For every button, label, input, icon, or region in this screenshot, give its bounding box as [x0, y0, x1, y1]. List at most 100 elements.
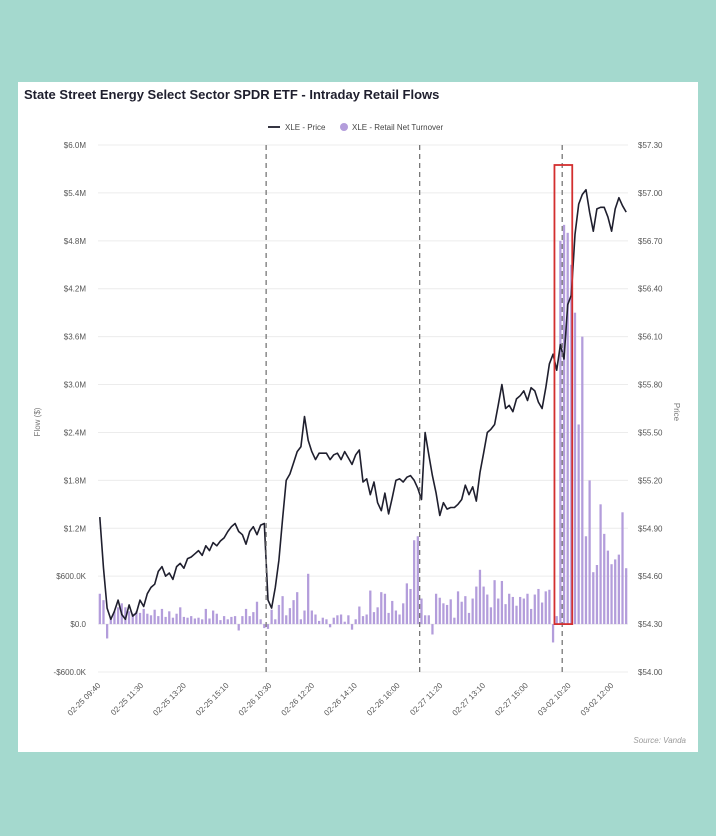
- flow-bar: [325, 619, 328, 625]
- flow-bar: [515, 605, 518, 625]
- flow-bar: [548, 589, 551, 625]
- flow-bar: [409, 588, 412, 625]
- flow-bar: [431, 624, 434, 635]
- flow-bar: [434, 593, 438, 625]
- flow-bar: [175, 613, 178, 625]
- x-tick-label: 03-02 12:00: [579, 681, 616, 718]
- flow-bar: [193, 618, 196, 625]
- x-tick-label: 02-25 13:20: [151, 681, 188, 718]
- flow-bar: [438, 597, 441, 625]
- flow-bar: [299, 619, 302, 625]
- flow-bar: [380, 592, 383, 625]
- left-axis-label: Flow ($): [33, 407, 42, 436]
- x-tick-label: 02-26 10:30: [237, 681, 274, 718]
- flow-bar: [354, 619, 357, 625]
- flow-bar: [186, 617, 189, 625]
- flow-bar: [233, 616, 237, 625]
- flow-bar: [248, 616, 251, 625]
- flow-bar: [405, 583, 408, 625]
- flow-bar: [127, 611, 131, 625]
- flow-bar: [146, 613, 149, 625]
- price-line-layer: [99, 188, 627, 621]
- flow-bar: [157, 616, 160, 625]
- flow-bar: [592, 572, 595, 625]
- flow-bar: [171, 617, 175, 625]
- flow-bar: [544, 591, 547, 625]
- flow-bar: [471, 598, 474, 625]
- flow-bar: [131, 613, 134, 625]
- right-tick-label: $55.80: [638, 381, 663, 390]
- flow-bar: [588, 480, 591, 625]
- flow-bar: [493, 580, 496, 625]
- flow-bar: [555, 616, 558, 625]
- flow-bar: [456, 591, 460, 625]
- flow-bar: [540, 602, 544, 625]
- right-tick-label: $54.60: [638, 572, 663, 581]
- flow-bar: [475, 586, 478, 625]
- flow-bar: [533, 594, 536, 625]
- flow-bar: [310, 610, 313, 625]
- legend-flow-label: XLE - Retail Net Turnover: [352, 123, 443, 132]
- flow-bar: [566, 232, 569, 625]
- flow-bar: [347, 615, 350, 625]
- flow-bar: [511, 596, 514, 625]
- flow-bar: [497, 598, 500, 625]
- flow-bar: [113, 611, 116, 625]
- flow-bar: [464, 596, 467, 625]
- left-tick-label: $0.0: [70, 620, 86, 629]
- right-axis-ticks: $54.00 $54.30 $54.60 $54.90 $55.20 $55.50 $55.…: [638, 141, 663, 677]
- flow-bar: [182, 616, 186, 625]
- flow-bar: [328, 624, 332, 628]
- price-line: [99, 188, 627, 621]
- highlight-box: [553, 164, 574, 625]
- flow-bar: [394, 610, 398, 625]
- flow-bar: [288, 608, 292, 625]
- flow-bar: [270, 609, 273, 625]
- flow-bar: [603, 533, 606, 625]
- flow-bar: [376, 607, 379, 625]
- flow-bar: [522, 598, 525, 625]
- flow-bar: [164, 616, 167, 625]
- flow-bar: [255, 601, 259, 625]
- flow-bar: [244, 608, 248, 625]
- flow-bar: [237, 624, 240, 631]
- flow-bar: [168, 611, 171, 625]
- flow-bar: [109, 617, 112, 625]
- flow-bar: [402, 603, 405, 625]
- right-tick-label: $55.50: [638, 428, 663, 437]
- flow-bar: [391, 600, 394, 625]
- flow-bar: [526, 593, 529, 625]
- flow-bar: [160, 608, 164, 625]
- left-axis-ticks: -$600.0K $0.0 $600.0K $1.2M $1.8M $2.4M $3.0M $…: [54, 141, 87, 677]
- flow-bar: [559, 240, 562, 625]
- flow-bar: [303, 610, 306, 625]
- legend-price-label: XLE - Price: [285, 123, 326, 132]
- left-tick-label: $6.0M: [64, 141, 87, 150]
- flow-bar: [482, 586, 485, 625]
- flow-bar: [416, 536, 419, 625]
- flow-bar: [318, 620, 321, 625]
- flow-bar: [519, 596, 522, 625]
- flow-bar: [478, 569, 482, 625]
- flow-bar: [445, 604, 449, 625]
- chart-legend[interactable]: XLE - Price XLE - Retail Net Turnover: [268, 123, 443, 132]
- flow-bar: [102, 600, 105, 625]
- right-tick-label: $57.30: [638, 141, 663, 150]
- flow-bar: [204, 608, 207, 625]
- flow-bar: [106, 624, 109, 639]
- highlight-layer: [553, 164, 574, 625]
- flow-bar: [562, 224, 566, 625]
- flow-bar: [606, 550, 610, 625]
- flow-bar: [296, 592, 299, 625]
- flow-bar: [570, 264, 573, 625]
- flow-bar: [138, 612, 142, 625]
- flow-bar: [617, 554, 620, 625]
- flow-bar: [413, 540, 416, 625]
- flow-bar: [215, 613, 218, 625]
- flow-bar: [274, 619, 277, 625]
- flow-bar: [584, 536, 588, 625]
- flow-bar: [98, 593, 101, 625]
- source-note: Source: Vanda: [633, 736, 686, 745]
- flow-bar: [369, 590, 372, 625]
- flow-bar: [343, 621, 346, 625]
